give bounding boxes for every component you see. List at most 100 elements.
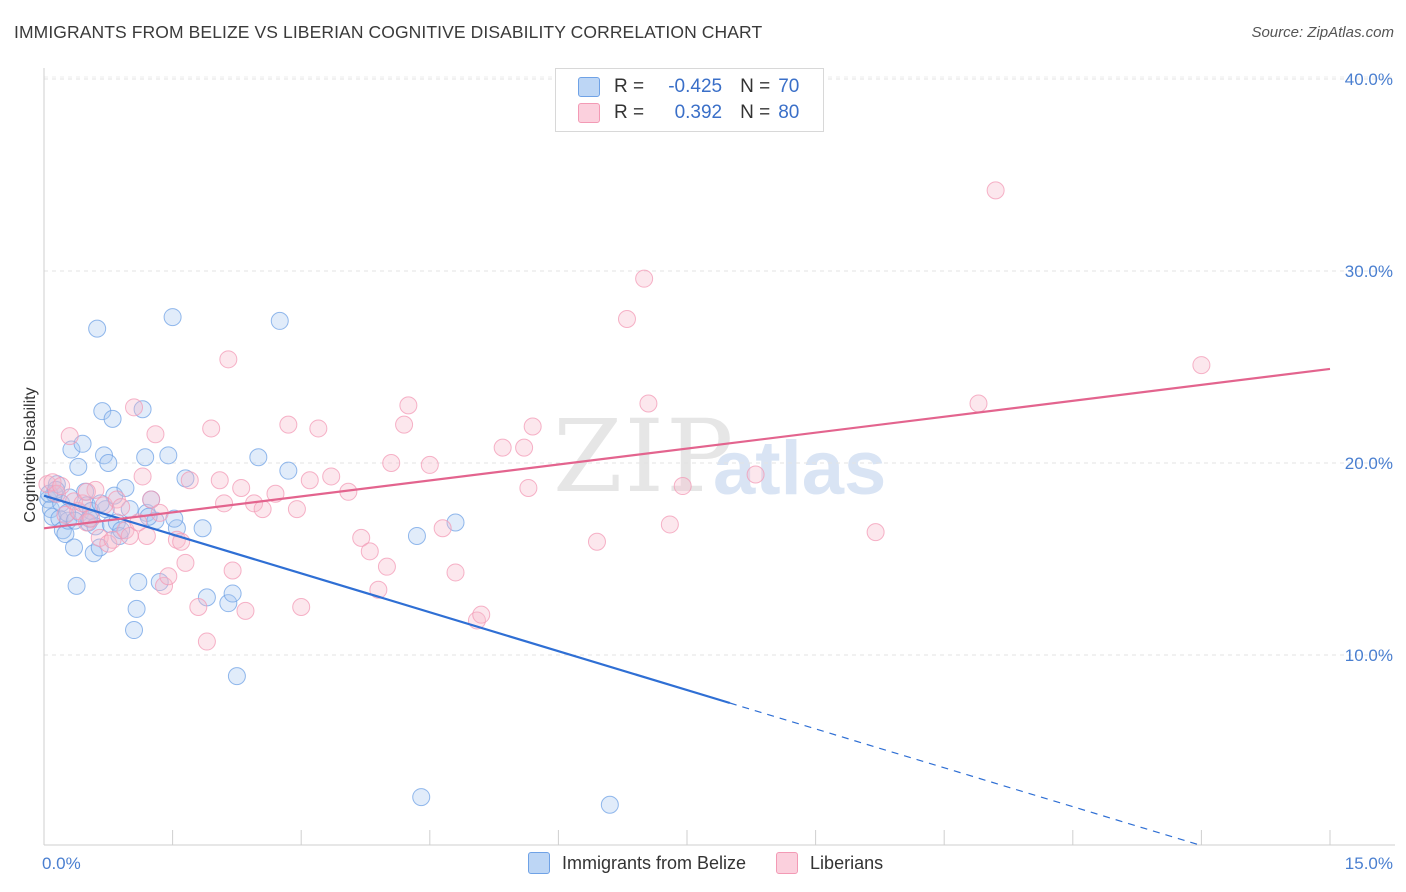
trend-lines	[43, 367, 1331, 846]
data-point-liberians	[133, 467, 152, 486]
data-point-liberians	[420, 455, 439, 474]
data-point-belize	[159, 446, 178, 465]
legend-row-liberians: R = 0.392 N = 80	[578, 101, 799, 125]
data-point-liberians	[142, 490, 161, 509]
data-point-belize	[62, 440, 81, 459]
data-point-belize	[67, 576, 86, 595]
data-point-liberians	[146, 425, 165, 444]
data-point-liberians	[52, 477, 71, 496]
watermark-zip: ZIP	[553, 398, 736, 515]
y-tick-label: 40.0%	[1345, 70, 1393, 89]
data-point-belize	[219, 594, 238, 613]
data-point-liberians	[986, 181, 1005, 200]
data-point-belize	[270, 311, 289, 330]
axis-labels: 10.0% 20.0% 30.0% 40.0% 0.0% 15.0% Cognitive D…	[22, 70, 1393, 873]
legend-n-value: 70	[778, 76, 800, 97]
data-point-liberians	[493, 438, 512, 457]
data-point-liberians	[360, 542, 379, 561]
y-tick-label: 10.0%	[1345, 646, 1393, 665]
data-point-liberians	[446, 563, 465, 582]
data-point-liberians	[219, 350, 238, 369]
data-point-liberians	[433, 519, 452, 538]
data-point-liberians	[866, 523, 885, 542]
data-point-belize	[127, 599, 146, 618]
y-axis-title: Cognitive Disability	[22, 387, 39, 522]
data-point-liberians	[1192, 356, 1211, 375]
data-point-belize	[93, 402, 112, 421]
data-point-liberians	[399, 396, 418, 415]
data-point-liberians	[395, 415, 414, 434]
legend-r-value: -0.425	[668, 76, 723, 97]
data-point-belize	[412, 788, 431, 807]
data-point-belize	[88, 319, 107, 338]
data-point-liberians	[279, 415, 298, 434]
data-point-liberians	[969, 394, 988, 413]
data-point-belize	[69, 457, 88, 476]
data-point-liberians	[77, 482, 96, 501]
data-point-liberians	[125, 398, 144, 417]
data-point-belize	[407, 526, 426, 545]
legend-n-label: N =	[740, 102, 771, 123]
legend-item-liberians[interactable]: Liberians	[776, 852, 883, 874]
data-point-liberians	[352, 528, 371, 547]
data-point-belize	[129, 573, 148, 592]
legend-swatch-liberians	[776, 852, 799, 874]
data-point-liberians	[112, 498, 131, 517]
data-point-liberians	[210, 471, 229, 490]
data-point-liberians	[137, 526, 156, 545]
data-point-liberians	[382, 454, 401, 472]
data-point-liberians	[746, 465, 765, 484]
watermark-atlas: atlas	[713, 426, 887, 511]
data-point-liberians	[322, 467, 341, 486]
data-point-liberians	[639, 394, 658, 413]
data-point-belize	[600, 795, 619, 814]
data-point-liberians	[673, 477, 692, 496]
data-point-liberians	[309, 419, 328, 438]
data-point-liberians	[223, 561, 242, 580]
legend-n-value: 80	[778, 102, 800, 123]
data-point-belize	[125, 621, 144, 640]
data-point-liberians	[236, 601, 255, 620]
data-point-belize	[65, 538, 84, 557]
legend-swatch-liberians	[578, 103, 600, 123]
y-tick-label: 20.0%	[1345, 454, 1393, 473]
legend-item-belize[interactable]: Immigrants from Belize	[528, 852, 746, 874]
data-point-belize	[249, 448, 268, 467]
data-point-belize	[136, 448, 155, 467]
data-point-liberians	[215, 494, 234, 513]
data-point-liberians	[523, 417, 542, 436]
data-point-liberians	[519, 478, 538, 497]
legend-swatch-belize	[578, 77, 600, 97]
data-point-liberians	[377, 557, 396, 576]
data-point-liberians	[103, 530, 122, 549]
trend-line-liberians	[43, 367, 1331, 530]
data-point-liberians	[587, 532, 606, 551]
data-point-belize	[103, 409, 122, 428]
legend-swatch-belize	[528, 852, 550, 874]
legend-n-label: N =	[740, 76, 771, 97]
legend-r-label: R =	[614, 76, 645, 97]
x-tick-label: 0.0%	[42, 854, 81, 873]
data-point-belize	[279, 461, 298, 480]
data-point-liberians	[159, 567, 178, 586]
data-point-liberians	[176, 553, 195, 572]
source-label: Source: ZipAtlas.com	[1251, 24, 1394, 41]
data-point-liberians	[287, 500, 306, 519]
data-point-liberians	[617, 310, 636, 328]
grid	[44, 76, 1395, 656]
legend-r-label: R =	[614, 102, 645, 123]
y-tick-label: 30.0%	[1345, 262, 1393, 281]
data-point-liberians	[253, 500, 272, 519]
data-point-liberians	[155, 576, 174, 595]
data-point-liberians	[43, 473, 62, 492]
data-point-liberians	[292, 598, 311, 616]
legend-label-liberians: Liberians	[810, 852, 884, 873]
data-point-liberians	[660, 515, 679, 534]
data-point-liberians	[300, 471, 319, 490]
trend-line-belize-extension	[729, 702, 1200, 846]
data-point-liberians	[202, 419, 221, 438]
stats-legend: R = -0.425 N = 70 R = 0.392 N = 80	[555, 68, 824, 132]
series-legend: Immigrants from Belize Liberians	[528, 852, 913, 874]
data-point-belize	[193, 519, 212, 538]
